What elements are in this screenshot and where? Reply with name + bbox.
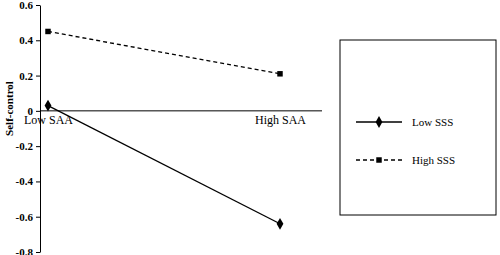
y-tick: 0.6 xyxy=(19,0,40,11)
legend-label: Low SSS xyxy=(412,116,453,128)
y-tick-mark xyxy=(36,76,40,77)
legend-swatch-marker xyxy=(376,116,383,128)
legend-label: High SSS xyxy=(412,154,455,166)
y-tick-mark xyxy=(36,252,40,253)
y-tick: -0.4 xyxy=(16,175,40,187)
y-tick-label: 0.4 xyxy=(19,34,33,46)
series-marker xyxy=(45,100,52,112)
y-tick-label: -0.6 xyxy=(16,211,34,223)
x-tick: High SAA xyxy=(255,111,306,128)
y-tick-label: 0.6 xyxy=(19,0,33,11)
x-tick: Low SAA xyxy=(24,111,73,128)
series-marker xyxy=(277,71,282,76)
y-tick: -0.6 xyxy=(16,211,40,223)
y-tick-label: -0.8 xyxy=(16,246,34,255)
series-marker xyxy=(45,29,50,34)
y-tick-mark xyxy=(36,181,40,182)
y-tick: -0.2 xyxy=(16,140,40,152)
series-line xyxy=(48,31,280,73)
y-tick-mark xyxy=(36,146,40,147)
plot-marks xyxy=(45,29,284,230)
x-axis-line xyxy=(40,110,322,111)
y-tick-label: -0.4 xyxy=(16,175,34,187)
y-tick-label: 0.2 xyxy=(19,70,33,82)
y-tick-mark xyxy=(36,5,40,6)
chart: -0.8-0.6-0.4-0.200.20.40.6Low SAAHigh SA… xyxy=(0,0,500,255)
x-tick-label: Low SAA xyxy=(24,113,73,127)
legend-swatch-marker xyxy=(376,157,381,162)
y-tick: -0.8 xyxy=(16,246,40,255)
y-tick-mark xyxy=(36,217,40,218)
legend: Low SSS High SSS xyxy=(340,40,496,215)
series-marker xyxy=(277,218,284,230)
y-tick-mark xyxy=(36,111,40,112)
y-axis-title: Self-control xyxy=(3,81,15,136)
series-line xyxy=(48,106,280,224)
y-tick-mark xyxy=(36,40,40,41)
legend-box xyxy=(340,40,496,215)
y-tick-label: -0.2 xyxy=(16,140,34,152)
y-tick: 0.4 xyxy=(19,34,40,46)
x-axis: Low SAA High SAA xyxy=(24,111,306,128)
y-tick: 0.2 xyxy=(19,70,40,82)
x-tick-label: High SAA xyxy=(255,113,306,127)
y-axis-line xyxy=(40,6,41,253)
y-axis: -0.8-0.6-0.4-0.200.20.40.6 xyxy=(16,0,41,255)
